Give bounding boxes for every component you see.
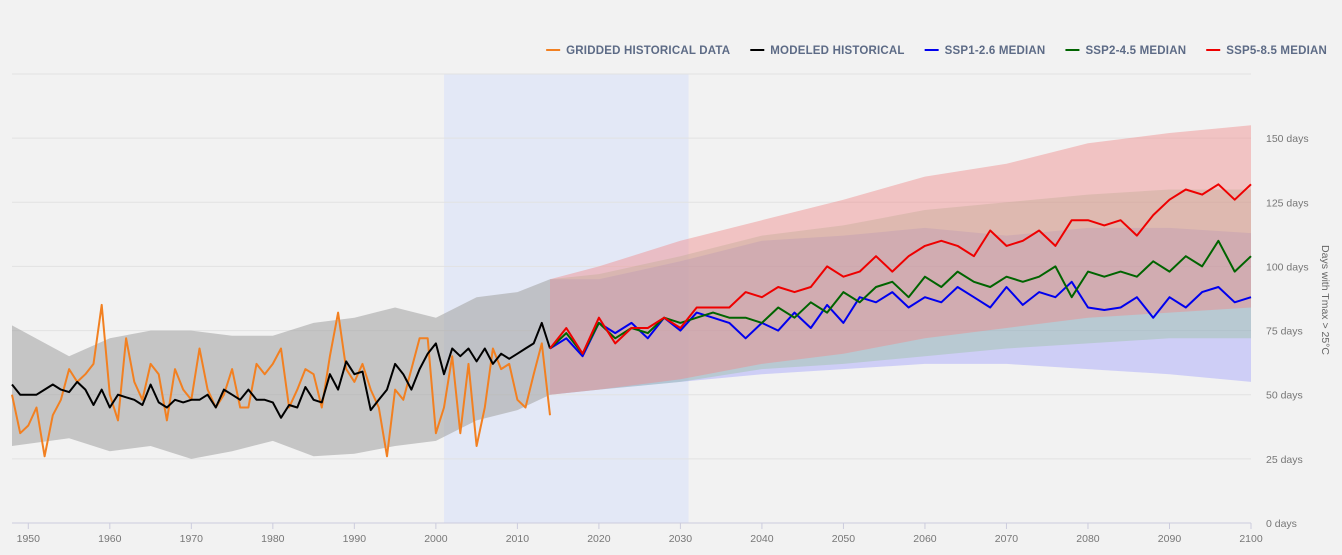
legend-label-ssp2-4-5-median: SSP2-4.5 MEDIAN (1085, 45, 1186, 57)
y-axis-title: Days with Tmax > 25°C (1319, 245, 1331, 355)
y-tick-label-125: 125 days (1266, 197, 1309, 209)
x-tick-label-2060: 2060 (913, 533, 937, 545)
x-tick-label-2030: 2030 (669, 533, 693, 545)
band-modeled-historical-range (12, 279, 550, 459)
y-tick-label-150: 150 days (1266, 133, 1309, 145)
x-tick-label-2070: 2070 (995, 533, 1019, 545)
x-tick-label-2010: 2010 (506, 533, 530, 545)
x-tick-label-1980: 1980 (261, 533, 285, 545)
series-ssp5-8-5-median (549, 183, 1252, 355)
y-tick-label-25: 25 days (1266, 454, 1303, 466)
x-tick-label-2020: 2020 (587, 533, 611, 545)
x-tick-label-2090: 2090 (1158, 533, 1182, 545)
legend-label-gridded-historical-data: GRIDDED HISTORICAL DATA (566, 45, 730, 57)
x-tick-label-2040: 2040 (750, 533, 774, 545)
uncertainty-bands (12, 125, 1251, 459)
x-tick-label-1960: 1960 (98, 533, 122, 545)
x-axis: 1950 1960 1970 1980 1990 2000 2010 2020 2030 2040… (12, 522, 1263, 545)
y-tick-label-0: 0 days (1266, 518, 1297, 530)
legend-label-modeled-historical: MODELED HISTORICAL (770, 45, 904, 57)
series-modeled-historical (11, 321, 551, 419)
series-gridded-historical-data (11, 303, 551, 458)
x-tick-label-1950: 1950 (17, 533, 41, 545)
y-axis: 0 days 25 days 50 days 75 days 100 days 125 d… (1266, 133, 1309, 530)
x-tick-label-2080: 2080 (1076, 533, 1100, 545)
x-tick-label-1970: 1970 (180, 533, 204, 545)
y-tick-label-75: 75 days (1266, 326, 1303, 338)
legend-label-ssp5-8-5-median: SSP5-8.5 MEDIAN (1226, 45, 1327, 57)
x-tick-label-1990: 1990 (343, 533, 367, 545)
y-tick-label-100: 100 days (1266, 261, 1309, 273)
legend: SSP5-8.5 MEDIAN SSP2-4.5 MEDIAN SSP1-2.6 M… (546, 45, 1327, 57)
x-tick-label-2100: 2100 (1239, 533, 1263, 545)
band-ssp2-4-5-range (550, 189, 1251, 395)
y-tick-label-50: 50 days (1266, 390, 1303, 402)
legend-label-ssp1-2-6-median: SSP1-2.6 MEDIAN (945, 45, 1046, 57)
x-tick-label-2000: 2000 (424, 533, 448, 545)
x-tick-label-2050: 2050 (832, 533, 856, 545)
band-ssp5-8-5-range (550, 125, 1251, 395)
band-ssp1-2-6-range (550, 227, 1251, 395)
series-lines (11, 183, 1252, 458)
